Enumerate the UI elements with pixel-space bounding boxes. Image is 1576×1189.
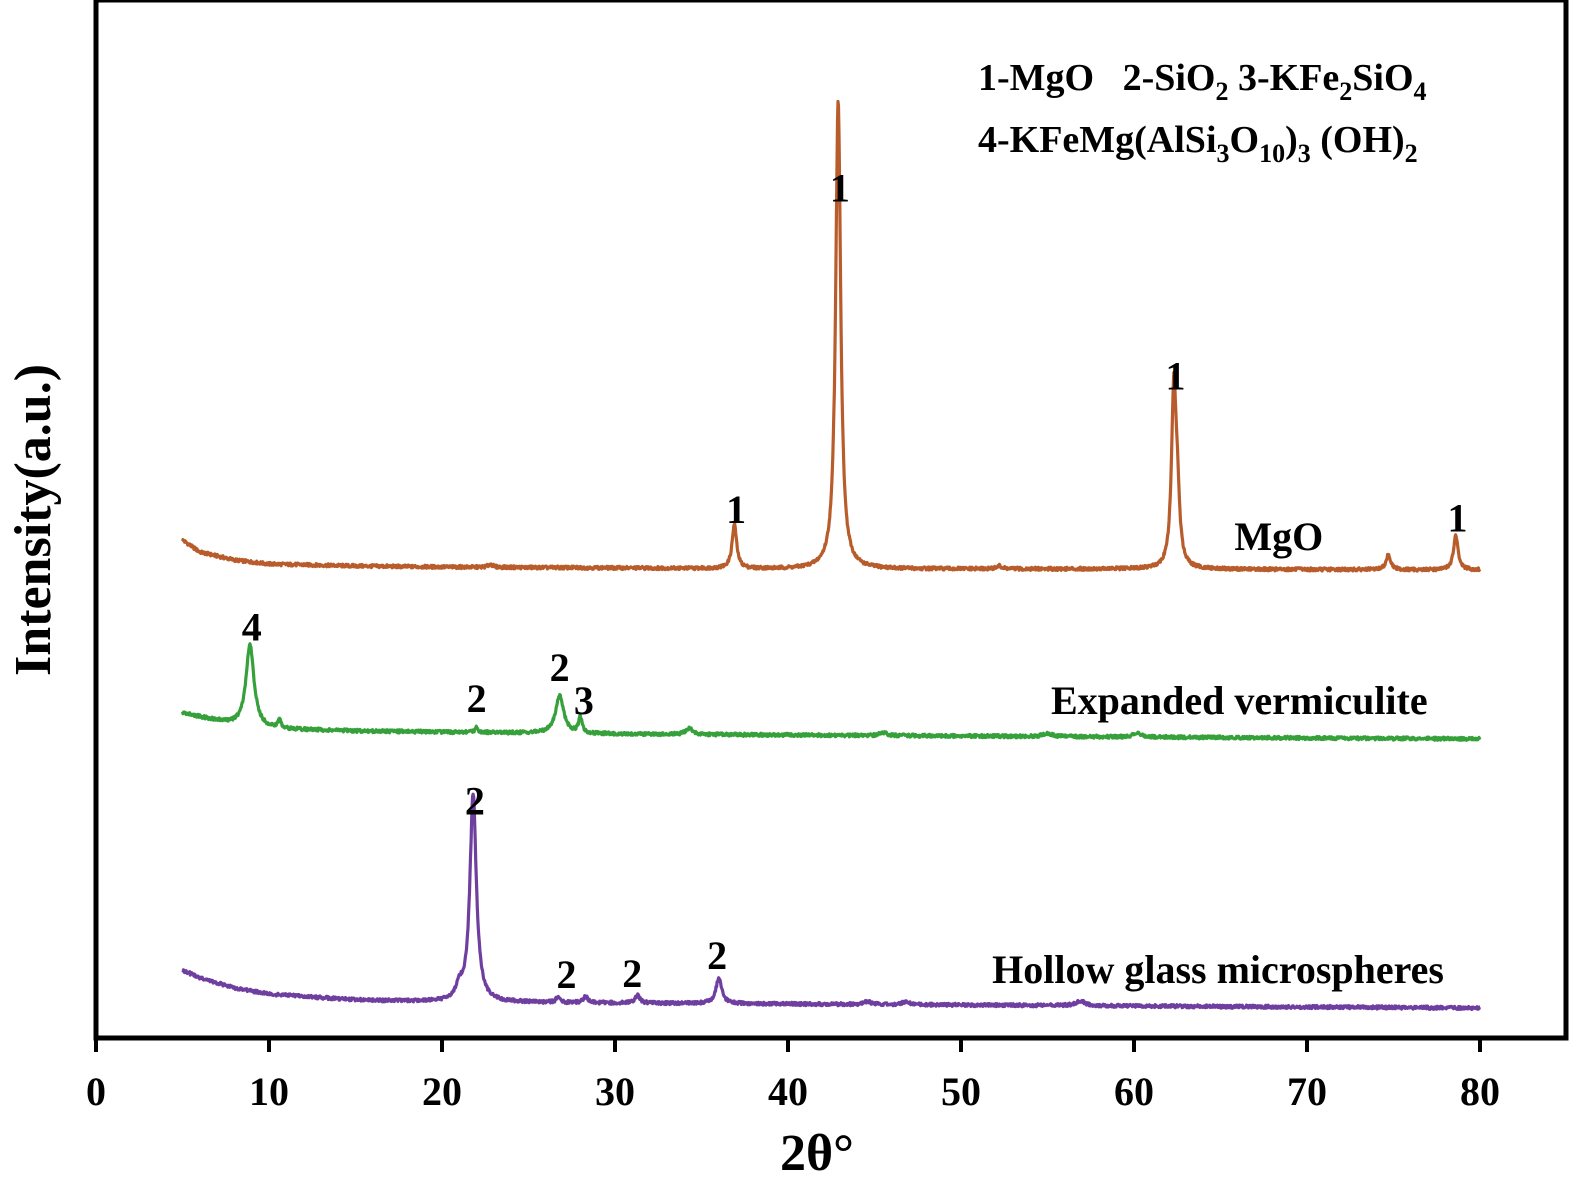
legend-subscript: 2: [1339, 77, 1352, 106]
y-axis-title: Intensity(a.u.): [5, 364, 62, 676]
x-tick-label: 40: [768, 1069, 808, 1114]
x-tick-label: 0: [86, 1069, 106, 1114]
peak-label: 2: [550, 645, 570, 690]
legend-text-segment: SiO: [1352, 57, 1413, 99]
legend-text-segment: 4-KFeMg(AlSi: [978, 119, 1217, 161]
x-tick-label: 70: [1287, 1069, 1327, 1114]
peak-label: 2: [557, 952, 577, 997]
peak-label: 2: [467, 676, 487, 721]
series-line-1: [180, 642, 1482, 742]
legend-subscript: 10: [1259, 139, 1285, 168]
peak-label: 1: [1166, 353, 1186, 398]
x-tick-label: 20: [422, 1069, 462, 1114]
peak-label: 2: [622, 951, 642, 996]
legend-subscript: 2: [1405, 139, 1418, 168]
legend-text-segment: 1-MgO 2-SiO: [978, 57, 1215, 99]
peak-label: 2: [707, 933, 727, 978]
peak-label: 1: [1448, 496, 1468, 541]
x-tick-label: 80: [1460, 1069, 1500, 1114]
x-axis-ticks: 0 10 20 30 40 50 60 70 80: [86, 1038, 1500, 1114]
legend-text-segment: (OH): [1311, 119, 1405, 161]
x-tick-label: 60: [1114, 1069, 1154, 1114]
series-line-2: [181, 792, 1482, 1011]
peak-label: 4: [242, 604, 262, 649]
series-label-2: Hollow glass microspheres: [992, 947, 1444, 992]
legend-text-segment: 3-KFe: [1228, 57, 1339, 99]
peak-label: 3: [574, 678, 594, 723]
series-line-0: [180, 99, 1482, 573]
x-tick-label: 50: [941, 1069, 981, 1114]
x-axis-title: 2θ°: [780, 1125, 854, 1182]
phase-legend: 1-MgO 2-SiO2 3-KFe2SiO44-KFeMg(AlSi3O10)…: [978, 57, 1427, 168]
peak-label: 1: [830, 166, 850, 211]
x-tick-label: 30: [595, 1069, 635, 1114]
legend-subscript: 4: [1414, 77, 1427, 106]
legend-text-segment: O: [1230, 119, 1260, 161]
series-label-1: Expanded vermiculite: [1051, 678, 1428, 723]
peak-label: 2: [465, 779, 485, 824]
legend-subscript: 3: [1298, 139, 1311, 168]
peak-label: 1: [726, 487, 746, 532]
plot-frame: [93, 0, 1569, 1041]
series-labels: MgO Expanded vermiculite Hollow glass micr…: [992, 514, 1444, 992]
legend-subscript: 2: [1215, 77, 1228, 106]
x-tick-label: 10: [249, 1069, 289, 1114]
legend-subscript: 3: [1217, 139, 1230, 168]
legend-line-0: 1-MgO 2-SiO2 3-KFe2SiO4: [978, 57, 1427, 106]
legend-line-1: 4-KFeMg(AlSi3O10)3 (OH)2: [978, 119, 1418, 168]
series-label-0: MgO: [1234, 514, 1323, 559]
series-layer: [180, 99, 1482, 1011]
legend-text-segment: ): [1285, 119, 1298, 161]
